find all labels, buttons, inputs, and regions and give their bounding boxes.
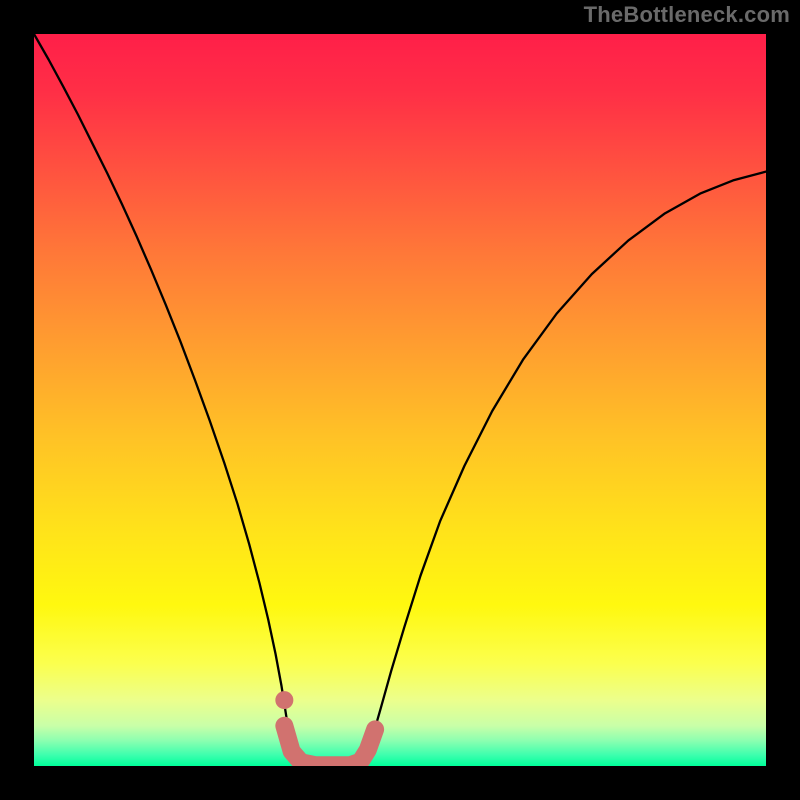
plot-area (34, 34, 766, 766)
chart-frame: { "watermark": { "text": "TheBottleneck.… (0, 0, 800, 800)
highlight-dot (275, 691, 293, 709)
watermark-text: TheBottleneck.com (584, 2, 790, 28)
chart-svg (34, 34, 766, 766)
chart-background (34, 34, 766, 766)
